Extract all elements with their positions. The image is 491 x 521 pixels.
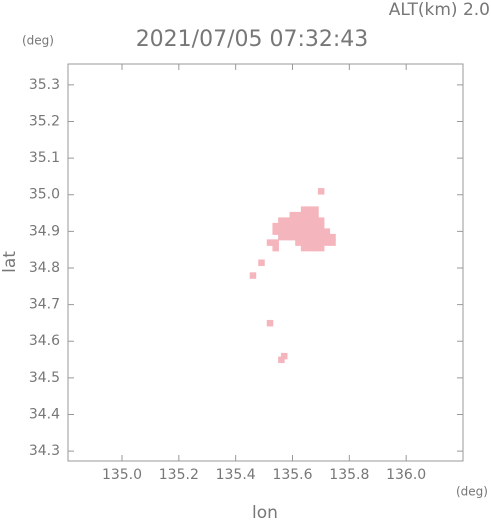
y-tick-label: 35.2 — [29, 113, 60, 129]
echo-cell — [312, 244, 319, 252]
echo-cell — [283, 217, 291, 224]
echo-cell — [317, 233, 325, 241]
echo-cell — [249, 272, 257, 279]
echo-cell — [283, 233, 291, 241]
x-tick-label: 135.4 — [216, 467, 256, 483]
echo-cell — [300, 239, 308, 246]
echo-cell — [283, 222, 291, 230]
echo-cell — [329, 239, 336, 246]
y-tick-label: 35.0 — [29, 187, 60, 203]
echo-cell — [312, 228, 319, 235]
echo-cell — [289, 233, 296, 241]
echo-cell — [300, 228, 308, 235]
echo-cell — [278, 217, 285, 224]
echo-cell — [289, 222, 296, 230]
y-unit: (deg) — [22, 34, 54, 48]
x-tick-label: 136.0 — [386, 467, 426, 483]
y-tick-label: 34.5 — [29, 370, 60, 386]
echo-cell — [306, 206, 314, 213]
echo-cell — [306, 211, 314, 219]
echo-cell — [306, 244, 314, 252]
echo-cell — [323, 233, 331, 241]
y-tick-label: 34.7 — [29, 297, 60, 313]
echo-cell — [306, 228, 314, 235]
echo-cell — [323, 239, 331, 246]
echo-cell — [312, 233, 319, 241]
echo-cell — [280, 352, 288, 360]
chart-title: 2021/07/05 07:32:43 — [136, 27, 369, 52]
echo-cell — [272, 228, 279, 235]
echo-cell — [306, 217, 314, 224]
echo-cell — [306, 222, 314, 230]
echo-cell — [300, 211, 308, 219]
echo-cell — [278, 228, 285, 235]
altitude: ALT(km) 2.0 — [389, 0, 490, 20]
echo-cell — [272, 244, 279, 252]
echo-cell — [300, 222, 308, 230]
echo-cell — [258, 259, 265, 266]
x-unit: (deg) — [456, 485, 488, 499]
x-label: lon — [252, 503, 278, 521]
echo-cell — [266, 239, 274, 246]
echo-cell — [300, 206, 308, 213]
echo-cell — [300, 233, 308, 241]
y-label: lat — [0, 251, 20, 273]
y-tick-label: 34.6 — [29, 333, 60, 349]
echo-cell — [295, 211, 302, 219]
y-tick-label: 34.4 — [29, 406, 60, 422]
echo-cell — [272, 239, 279, 246]
echo-cell — [295, 217, 302, 224]
echo-cell — [289, 228, 296, 235]
echo-cell — [283, 228, 291, 235]
echo-cell — [329, 233, 336, 241]
echo-cell — [295, 233, 302, 241]
echo-cell — [312, 222, 319, 230]
x-tick-label: 135.6 — [272, 467, 312, 483]
x-tick-label: 135.2 — [159, 467, 199, 483]
y-tick-label: 35.3 — [29, 77, 60, 93]
y-tick-label: 35.1 — [29, 150, 60, 166]
echo-cell — [272, 222, 279, 230]
x-tick-label: 135.0 — [102, 467, 142, 483]
echo-cell — [312, 206, 319, 213]
echo-cell — [317, 228, 325, 235]
echo-cell — [312, 239, 319, 246]
echo-cell — [317, 244, 325, 252]
echo-cell — [266, 319, 274, 327]
echo-cell — [317, 222, 325, 230]
y-tick-label: 34.9 — [29, 223, 60, 239]
echo-cell — [312, 211, 319, 219]
echo-cell — [278, 356, 285, 364]
echo-cell — [323, 228, 331, 235]
echo-cell — [317, 239, 325, 246]
y-tick-label: 34.8 — [29, 260, 60, 276]
echo-cell — [289, 211, 296, 219]
echo-cell — [295, 239, 302, 246]
echo-cell — [306, 239, 314, 246]
echo-cell — [317, 217, 325, 224]
y-tick-label: 34.3 — [29, 443, 60, 459]
echo-cell — [317, 188, 325, 195]
plot-frame — [67, 63, 464, 462]
echo-cell — [312, 217, 319, 224]
echo-cell — [278, 222, 285, 230]
echo-cell — [295, 228, 302, 235]
echo-cell — [300, 217, 308, 224]
echo-cell — [278, 233, 285, 241]
echo-cell — [306, 233, 314, 241]
echo-cell — [289, 217, 296, 224]
echo-cell — [300, 244, 308, 252]
echo-cell — [295, 222, 302, 230]
x-tick-label: 135.8 — [329, 467, 369, 483]
